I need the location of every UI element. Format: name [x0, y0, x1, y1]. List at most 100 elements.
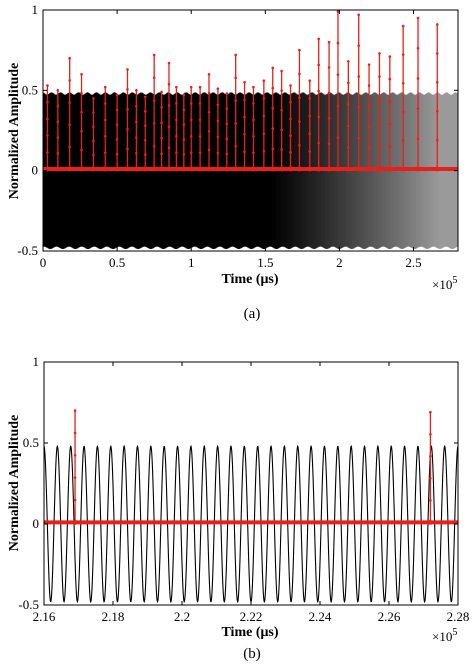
pulse-marker [367, 146, 371, 150]
pulse-marker [308, 132, 312, 136]
pulse-marker [416, 107, 420, 110]
pulse-marker [92, 153, 95, 157]
pulse-marker [289, 84, 292, 87]
pulse-marker [298, 96, 301, 100]
pulse-marker [68, 79, 71, 82]
pulse-marker [401, 139, 405, 142]
pulse-marker [160, 90, 163, 94]
pulse-marker [198, 85, 202, 89]
pulse-base-marker [316, 166, 322, 172]
pulse-marker [56, 89, 60, 92]
plot-area-b [44, 409, 458, 604]
pulse-base-marker [67, 166, 73, 172]
pulse-marker [388, 77, 392, 81]
pulse-marker [289, 151, 292, 154]
pulse-marker [152, 53, 156, 57]
pulse-marker [103, 102, 107, 105]
pulse-marker [357, 106, 360, 109]
x-multiplier-b: ×105 [432, 627, 457, 644]
x-tick-label: 2.18 [102, 609, 125, 624]
pulse-marker [225, 122, 229, 126]
pulse-marker [308, 79, 312, 82]
pulse-marker [234, 53, 237, 57]
pulse-marker [317, 37, 320, 41]
pulse-marker [416, 46, 420, 50]
x-tick-label: 2.24 [309, 609, 332, 624]
pulse-marker [262, 97, 266, 100]
pulse-marker [289, 100, 292, 104]
pulse-marker [160, 136, 163, 140]
pulse-marker [234, 122, 237, 125]
pulse-marker [252, 85, 255, 89]
pulse-marker [80, 148, 83, 152]
pulse-marker [135, 120, 138, 124]
pulse-marker [103, 134, 107, 138]
pulse-marker [378, 144, 381, 148]
pulse-marker [115, 152, 119, 156]
pulse-marker [182, 93, 186, 97]
ticks-a: 0 0.5 1 1.5 2 2.5-0.500.51 [17, 2, 458, 270]
pulse-marker [73, 409, 77, 412]
pulse-base-marker [377, 166, 382, 172]
pulse-base-marker [79, 166, 84, 172]
pulse-marker [378, 121, 381, 125]
pulse-base-marker [233, 166, 239, 172]
pulse-marker [298, 48, 301, 52]
pulse-base-marker [297, 166, 302, 172]
pulse-marker [234, 144, 237, 148]
pulse-marker [167, 61, 171, 65]
pulse-base-marker [428, 519, 433, 525]
x-axis-label-b: Time (μs) [221, 625, 278, 640]
pulse-marker [280, 69, 283, 73]
y-tick-label: 0 [33, 516, 40, 531]
x-tick-label: 2 [336, 255, 343, 270]
pulse-base-marker [102, 166, 108, 172]
pulse-marker [357, 44, 360, 47]
pulse-marker [271, 147, 275, 151]
pulse-marker [401, 110, 405, 114]
pulse-marker [143, 153, 147, 156]
x-tick-label: 2.2 [174, 609, 190, 624]
pulse-base-marker [55, 166, 61, 172]
pulse-marker [271, 107, 275, 110]
pulse-marker [207, 91, 211, 95]
pulse-marker [225, 92, 229, 95]
pulse-base-marker [387, 166, 393, 172]
pulse-marker [401, 24, 405, 28]
pulse-marker [126, 127, 129, 131]
pulse-marker [167, 104, 171, 107]
pulse-marker [216, 87, 220, 91]
pulse-marker [308, 97, 312, 100]
pulse-marker [167, 146, 171, 150]
pulse-marker [175, 134, 178, 138]
pulse-base-marker [151, 166, 157, 172]
pulse-marker [347, 103, 350, 106]
pulse-base-marker [197, 166, 203, 172]
pulse-marker [280, 148, 283, 151]
pulse-marker [135, 152, 138, 155]
pulse-marker [143, 95, 147, 99]
pulse-marker [298, 120, 301, 123]
pulse-marker [388, 145, 392, 148]
y-tick-label: -0.5 [17, 243, 38, 258]
pulse-marker [317, 115, 320, 119]
pulse-marker [135, 136, 138, 139]
pulse-marker [252, 151, 255, 154]
pulse-marker [435, 109, 439, 113]
pulse-marker [68, 101, 71, 104]
pulse-marker [234, 99, 237, 102]
pulse-marker [367, 63, 371, 66]
x-tick-label: 1.5 [257, 255, 273, 270]
pulse-marker [143, 138, 147, 142]
pulse-marker [416, 77, 420, 80]
pulse-marker [160, 152, 163, 155]
pulse-marker [298, 72, 301, 76]
pulse-marker [115, 138, 119, 141]
caption-b: (b) [243, 646, 261, 662]
pulse-marker [225, 107, 229, 110]
pulse-base-marker [307, 166, 313, 172]
pulse-marker [167, 82, 171, 86]
pulse-marker [56, 136, 60, 139]
pulse-marker [115, 93, 119, 97]
pulse-base-marker [415, 166, 421, 172]
